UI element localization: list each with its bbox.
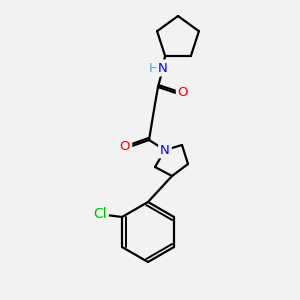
Text: Cl: Cl (93, 207, 107, 221)
Text: H: H (149, 61, 159, 74)
Text: N: N (158, 61, 168, 74)
Text: O: O (178, 86, 188, 100)
Text: N: N (160, 143, 170, 157)
Text: O: O (120, 140, 130, 152)
